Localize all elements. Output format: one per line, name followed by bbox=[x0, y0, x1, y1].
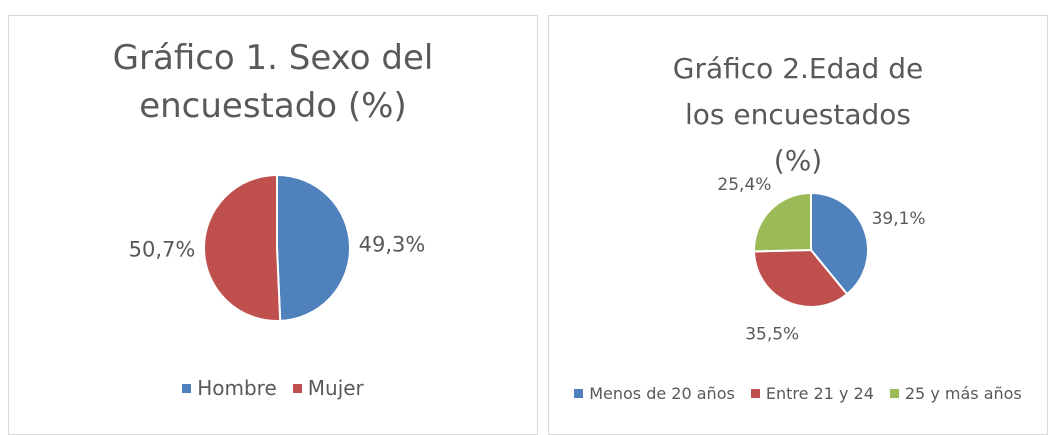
legend: Menos de 20 años Entre 21 y 24 25 y más añ… bbox=[549, 384, 1047, 403]
pie-chart: 39,1% 35,5% 25,4% bbox=[717, 175, 926, 345]
legend-label: Mujer bbox=[307, 376, 364, 400]
data-label: 39,1% bbox=[872, 209, 926, 229]
chart-panel: Gráfico 2.Edad de los encuestados (%) 39,… bbox=[548, 15, 1048, 435]
legend-item: Hombre bbox=[182, 376, 277, 400]
legend-label: Hombre bbox=[197, 376, 277, 400]
legend-label: Entre 21 y 24 bbox=[765, 384, 874, 403]
data-label: 35,5% bbox=[745, 325, 799, 345]
legend-item: Mujer bbox=[292, 376, 364, 400]
legend-swatch bbox=[750, 389, 760, 398]
legend-item: Menos de 20 años bbox=[574, 384, 735, 403]
pie-slice bbox=[276, 173, 351, 322]
pie-slice bbox=[203, 173, 282, 322]
page: Gráfico 1. Sexo del encuestado (%) 49,3% 5… bbox=[8, 15, 1048, 435]
legend-label: 25 y más años bbox=[904, 384, 1022, 403]
legend-swatch bbox=[574, 389, 584, 398]
chart-title: Gráfico 1. Sexo del encuestado (%) bbox=[112, 38, 434, 126]
data-label: 50,7% bbox=[129, 238, 196, 262]
pie-slice bbox=[810, 191, 869, 296]
legend-item: 25 y más años bbox=[889, 384, 1022, 403]
legend: Hombre Mujer bbox=[9, 376, 537, 400]
pie-chart: 49,3% 50,7% bbox=[129, 173, 426, 322]
chart-panel: Gráfico 1. Sexo del encuestado (%) 49,3% 5… bbox=[8, 15, 538, 435]
pie-slice bbox=[753, 191, 812, 253]
data-label: 25,4% bbox=[717, 175, 771, 195]
legend-swatch bbox=[292, 383, 302, 393]
legend-label: Menos de 20 años bbox=[589, 384, 735, 403]
pie-slice bbox=[752, 248, 849, 308]
chart-title: Gráfico 2.Edad de los encuestados (%) bbox=[672, 52, 924, 177]
legend-swatch bbox=[182, 383, 192, 393]
legend-swatch bbox=[889, 389, 899, 398]
legend-item: Entre 21 y 24 bbox=[750, 384, 874, 403]
data-label: 49,3% bbox=[359, 232, 426, 256]
